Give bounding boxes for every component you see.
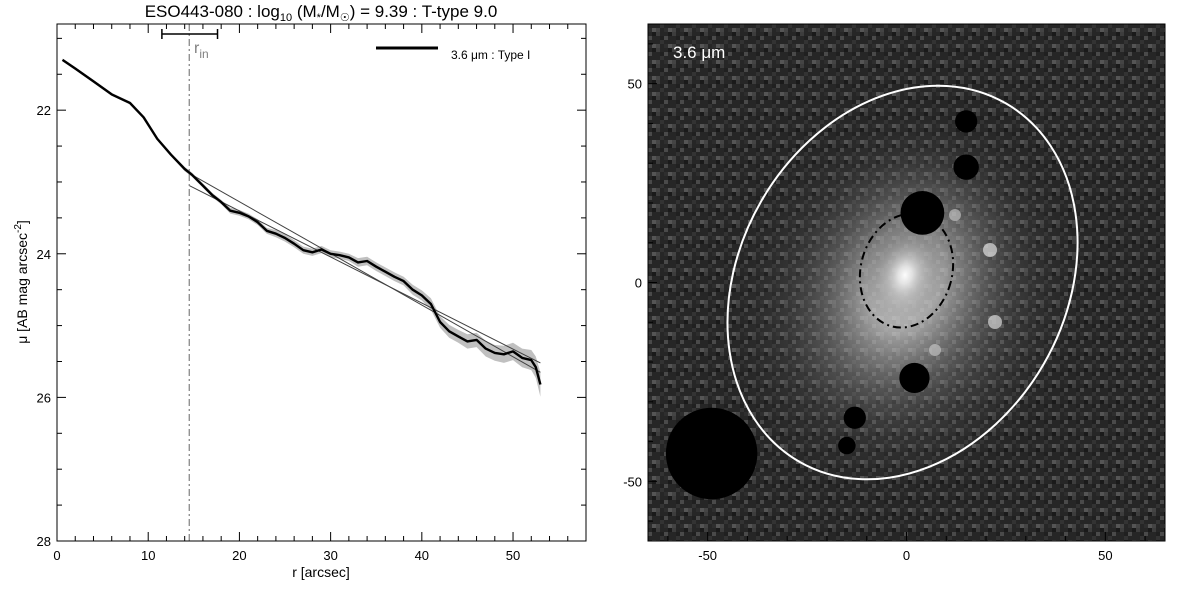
profile-y-tick-label: 22	[37, 103, 51, 118]
profile-y-tick-label: 24	[37, 247, 51, 262]
mask-mid	[899, 362, 930, 394]
bright-knot	[949, 209, 961, 221]
bright-knot	[983, 243, 997, 257]
profile-y-axis-title: μ [AB mag arcsec-2]	[13, 220, 30, 344]
profile-y-tick-label: 26	[37, 390, 51, 405]
profile-series-line	[61, 58, 542, 385]
profile-axes: 0 10 20 30 40 50 22 24 26 28	[37, 24, 587, 563]
inner-r-in	[858, 212, 955, 329]
profile-data-layer	[61, 24, 542, 541]
r-in-label: rin	[194, 40, 209, 61]
profile-x-tick-label: 10	[141, 548, 155, 563]
profile-error-band	[62, 58, 541, 397]
profile-x-tick-label: 30	[323, 548, 337, 563]
image-x-tick-label: 50	[1098, 548, 1112, 563]
profile-y-tick-label: 28	[37, 534, 51, 549]
profile-x-axis-title: r [arcsec]	[292, 564, 350, 580]
profile-title: ESO443-080 : log10 (M*/M☉) = 9.39 : T-ty…	[145, 2, 498, 24]
bright-knot	[929, 344, 941, 356]
star-masks	[665, 110, 979, 500]
mask-left	[843, 406, 866, 429]
galaxy-core	[866, 225, 944, 325]
mask-far-top	[955, 110, 978, 133]
profile-x-tick-label: 40	[415, 548, 429, 563]
image-frame	[647, 23, 1166, 542]
image-y-tick-label: 0	[635, 276, 642, 291]
image-x-tick-label: -50	[698, 548, 717, 563]
profile-plot-frame	[56, 23, 587, 542]
bright-knot	[988, 315, 1002, 329]
image-panel: -50 0 50 -50 0 50 3.6 μm	[623, 23, 1166, 563]
profile-panel: ESO443-080 : log10 (M*/M☉) = 9.39 : T-ty…	[13, 2, 587, 580]
mask-large	[665, 407, 758, 500]
aperture-ellipses	[726, 84, 1079, 481]
outer-aperture	[726, 84, 1079, 481]
image-y-tick-label: 50	[628, 77, 642, 92]
fit-line	[189, 172, 541, 373]
legend-label: 3.6 μm : Type I	[451, 48, 530, 62]
mask-top	[900, 191, 945, 235]
profile-x-tick-label: 20	[232, 548, 246, 563]
mask-bottom-left	[838, 436, 856, 455]
image-axes: -50 0 50 -50 0 50	[623, 43, 1146, 563]
fit-line	[189, 185, 541, 364]
mask-upper-right	[953, 154, 979, 180]
image-y-tick-label: -50	[623, 474, 642, 489]
image-layer	[648, 24, 1165, 541]
image-band-label: 3.6 μm	[673, 43, 725, 62]
profile-x-tick-label: 50	[506, 548, 520, 563]
profile-x-tick-label: 0	[53, 548, 60, 563]
image-x-tick-label: 0	[903, 548, 910, 563]
